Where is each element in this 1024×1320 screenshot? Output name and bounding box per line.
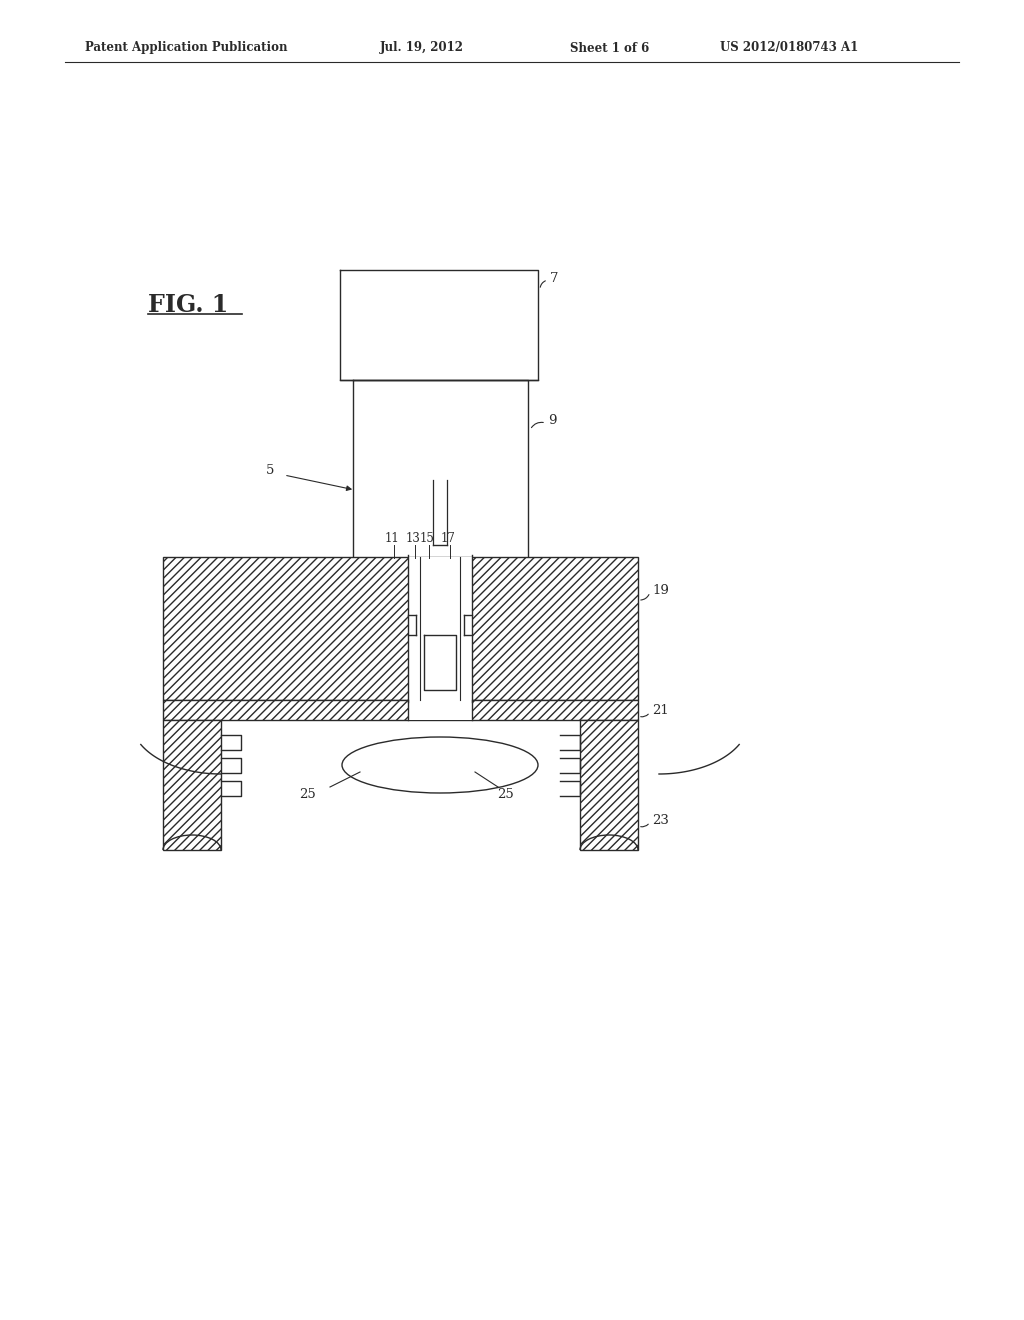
Text: 9: 9 [548,413,556,426]
Text: FIG. 1: FIG. 1 [148,293,228,317]
Bar [163,557,638,700]
Text: 21: 21 [652,704,669,717]
Bar [408,557,472,700]
Text: 11: 11 [385,532,399,545]
Text: 17: 17 [440,532,456,545]
Text: 25: 25 [497,788,513,801]
Bar [408,700,472,719]
Text: 15: 15 [420,532,434,545]
Bar [163,700,638,719]
Ellipse shape [342,737,538,793]
Text: US 2012/0180743 A1: US 2012/0180743 A1 [720,41,858,54]
Bar [580,719,638,850]
Text: 7: 7 [550,272,558,285]
Bar [163,719,221,850]
Text: 23: 23 [652,813,669,826]
Text: 25: 25 [300,788,316,801]
Text: Patent Application Publication: Patent Application Publication [85,41,288,54]
Text: 13: 13 [406,532,421,545]
Bar [424,635,456,690]
Text: 19: 19 [652,583,669,597]
Text: 5: 5 [266,463,274,477]
Text: Jul. 19, 2012: Jul. 19, 2012 [380,41,464,54]
Bar [408,615,472,635]
Text: Sheet 1 of 6: Sheet 1 of 6 [570,41,649,54]
